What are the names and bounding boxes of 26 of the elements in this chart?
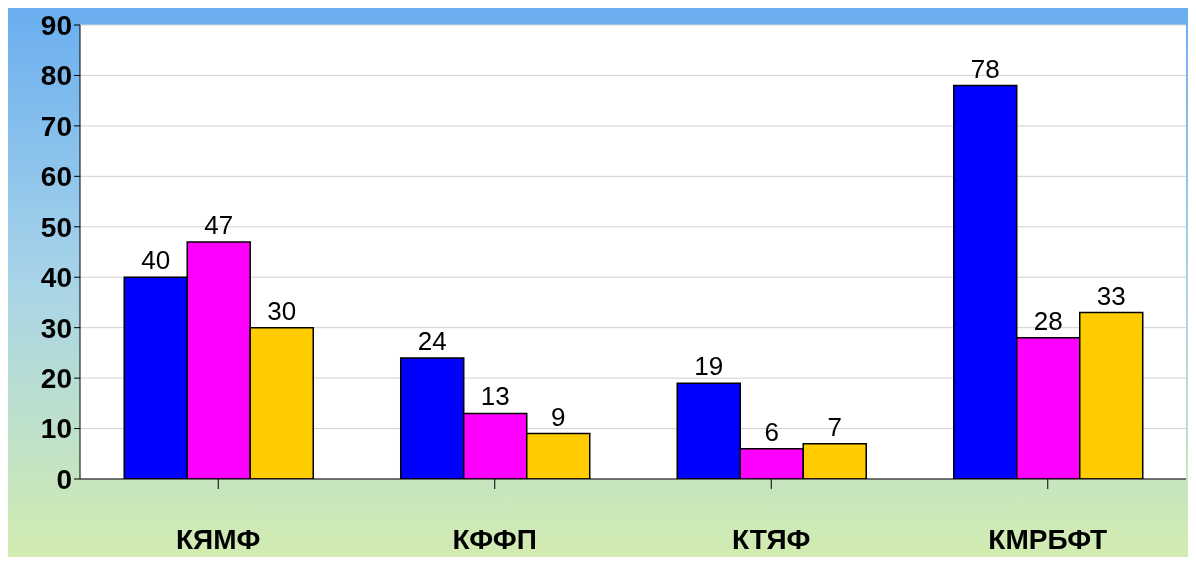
data-label: 28 — [1033, 305, 1063, 336]
y-tick-label: 60 — [40, 161, 72, 193]
y-tick-label: 30 — [40, 312, 72, 344]
data-label: 33 — [1096, 280, 1126, 311]
data-label: 24 — [417, 325, 447, 356]
y-tick-label: 80 — [40, 60, 72, 92]
data-label: 40 — [141, 245, 171, 276]
data-label: 47 — [204, 209, 234, 240]
y-tick-label: 90 — [40, 9, 72, 41]
y-tick-label: 10 — [40, 413, 72, 445]
data-label: 78 — [970, 53, 1000, 84]
data-label: 19 — [694, 351, 724, 382]
y-tick-label: 70 — [40, 110, 72, 142]
data-label: 7 — [827, 411, 842, 442]
y-tick-label: 20 — [40, 363, 72, 395]
x-tick-label: КФФП — [452, 523, 537, 555]
x-tick-label: КТЯФ — [731, 523, 811, 555]
data-label: 13 — [480, 381, 510, 412]
data-label: 9 — [551, 401, 566, 432]
y-tick-label: 0 — [56, 463, 72, 495]
y-tick-label: 40 — [40, 262, 72, 294]
x-tick-label: КЯМФ — [176, 523, 261, 555]
y-tick-label: 50 — [40, 211, 72, 243]
x-tick-label: КМРБФТ — [988, 523, 1108, 555]
data-label: 6 — [764, 416, 779, 447]
data-label: 30 — [267, 295, 297, 326]
